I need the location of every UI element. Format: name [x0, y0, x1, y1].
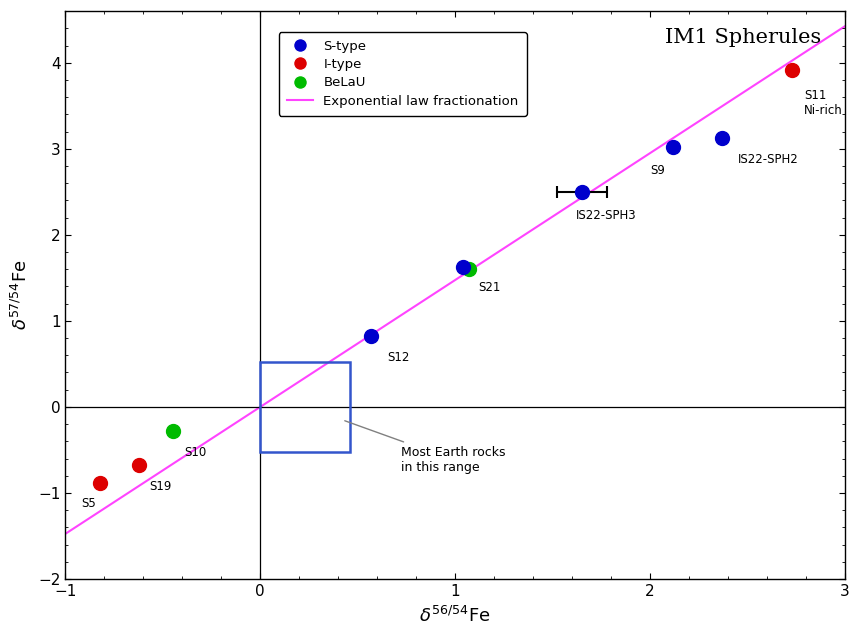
Text: S5: S5 [81, 497, 96, 510]
Text: S12: S12 [387, 351, 409, 364]
Text: S19: S19 [149, 480, 171, 493]
Text: S9: S9 [650, 164, 665, 177]
Y-axis label: $\delta^{57/54}$Fe: $\delta^{57/54}$Fe [11, 260, 31, 331]
Text: S10: S10 [184, 446, 207, 459]
Text: IM1 Spherules: IM1 Spherules [666, 28, 821, 47]
Text: S11
Ni-rich: S11 Ni-rich [804, 89, 843, 117]
Text: IS22-SPH2: IS22-SPH2 [738, 153, 798, 166]
Legend: S-type, I-type, BeLaU, Exponential law fractionation: S-type, I-type, BeLaU, Exponential law f… [279, 32, 527, 115]
Text: Most Earth rocks
in this range: Most Earth rocks in this range [344, 421, 505, 474]
Text: S21: S21 [479, 282, 501, 294]
X-axis label: $\delta^{56/54}$Fe: $\delta^{56/54}$Fe [419, 606, 491, 626]
Bar [260, 362, 350, 452]
Text: IS22-SPH3: IS22-SPH3 [576, 209, 636, 222]
